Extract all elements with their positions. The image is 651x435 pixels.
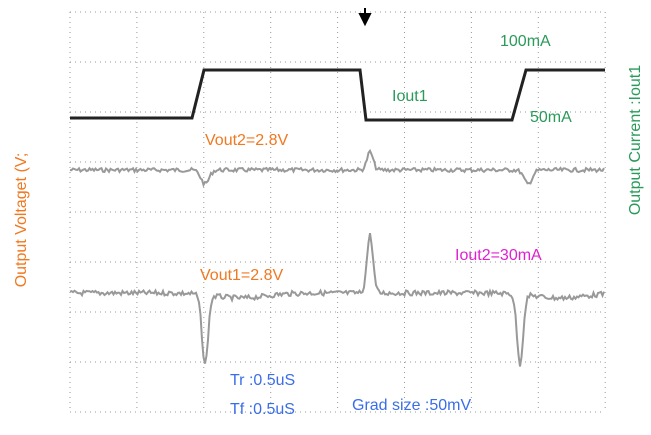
annotation: Vout2=2.8V xyxy=(205,132,289,149)
left-axis-label: Output Voltaget (V; xyxy=(13,153,30,288)
vout2-trace xyxy=(69,148,605,188)
annotation: Iout1 xyxy=(392,88,428,105)
annotation: 100mA xyxy=(500,33,551,50)
annotation: Iout2=30mA xyxy=(455,247,542,264)
annotation: 50mA xyxy=(530,109,572,126)
annotation: Tf :0.5uS xyxy=(230,401,295,418)
iout1-trace xyxy=(70,68,605,122)
annotation: Vout1=2.8V xyxy=(200,267,284,284)
annotation: Tr :0.5uS xyxy=(230,372,295,389)
vout1-trace xyxy=(69,233,605,367)
annotation: Grad size :50mV xyxy=(352,397,471,414)
trigger-marker xyxy=(358,8,372,27)
right-axis-label: Output Current :Iout1 xyxy=(627,65,644,215)
